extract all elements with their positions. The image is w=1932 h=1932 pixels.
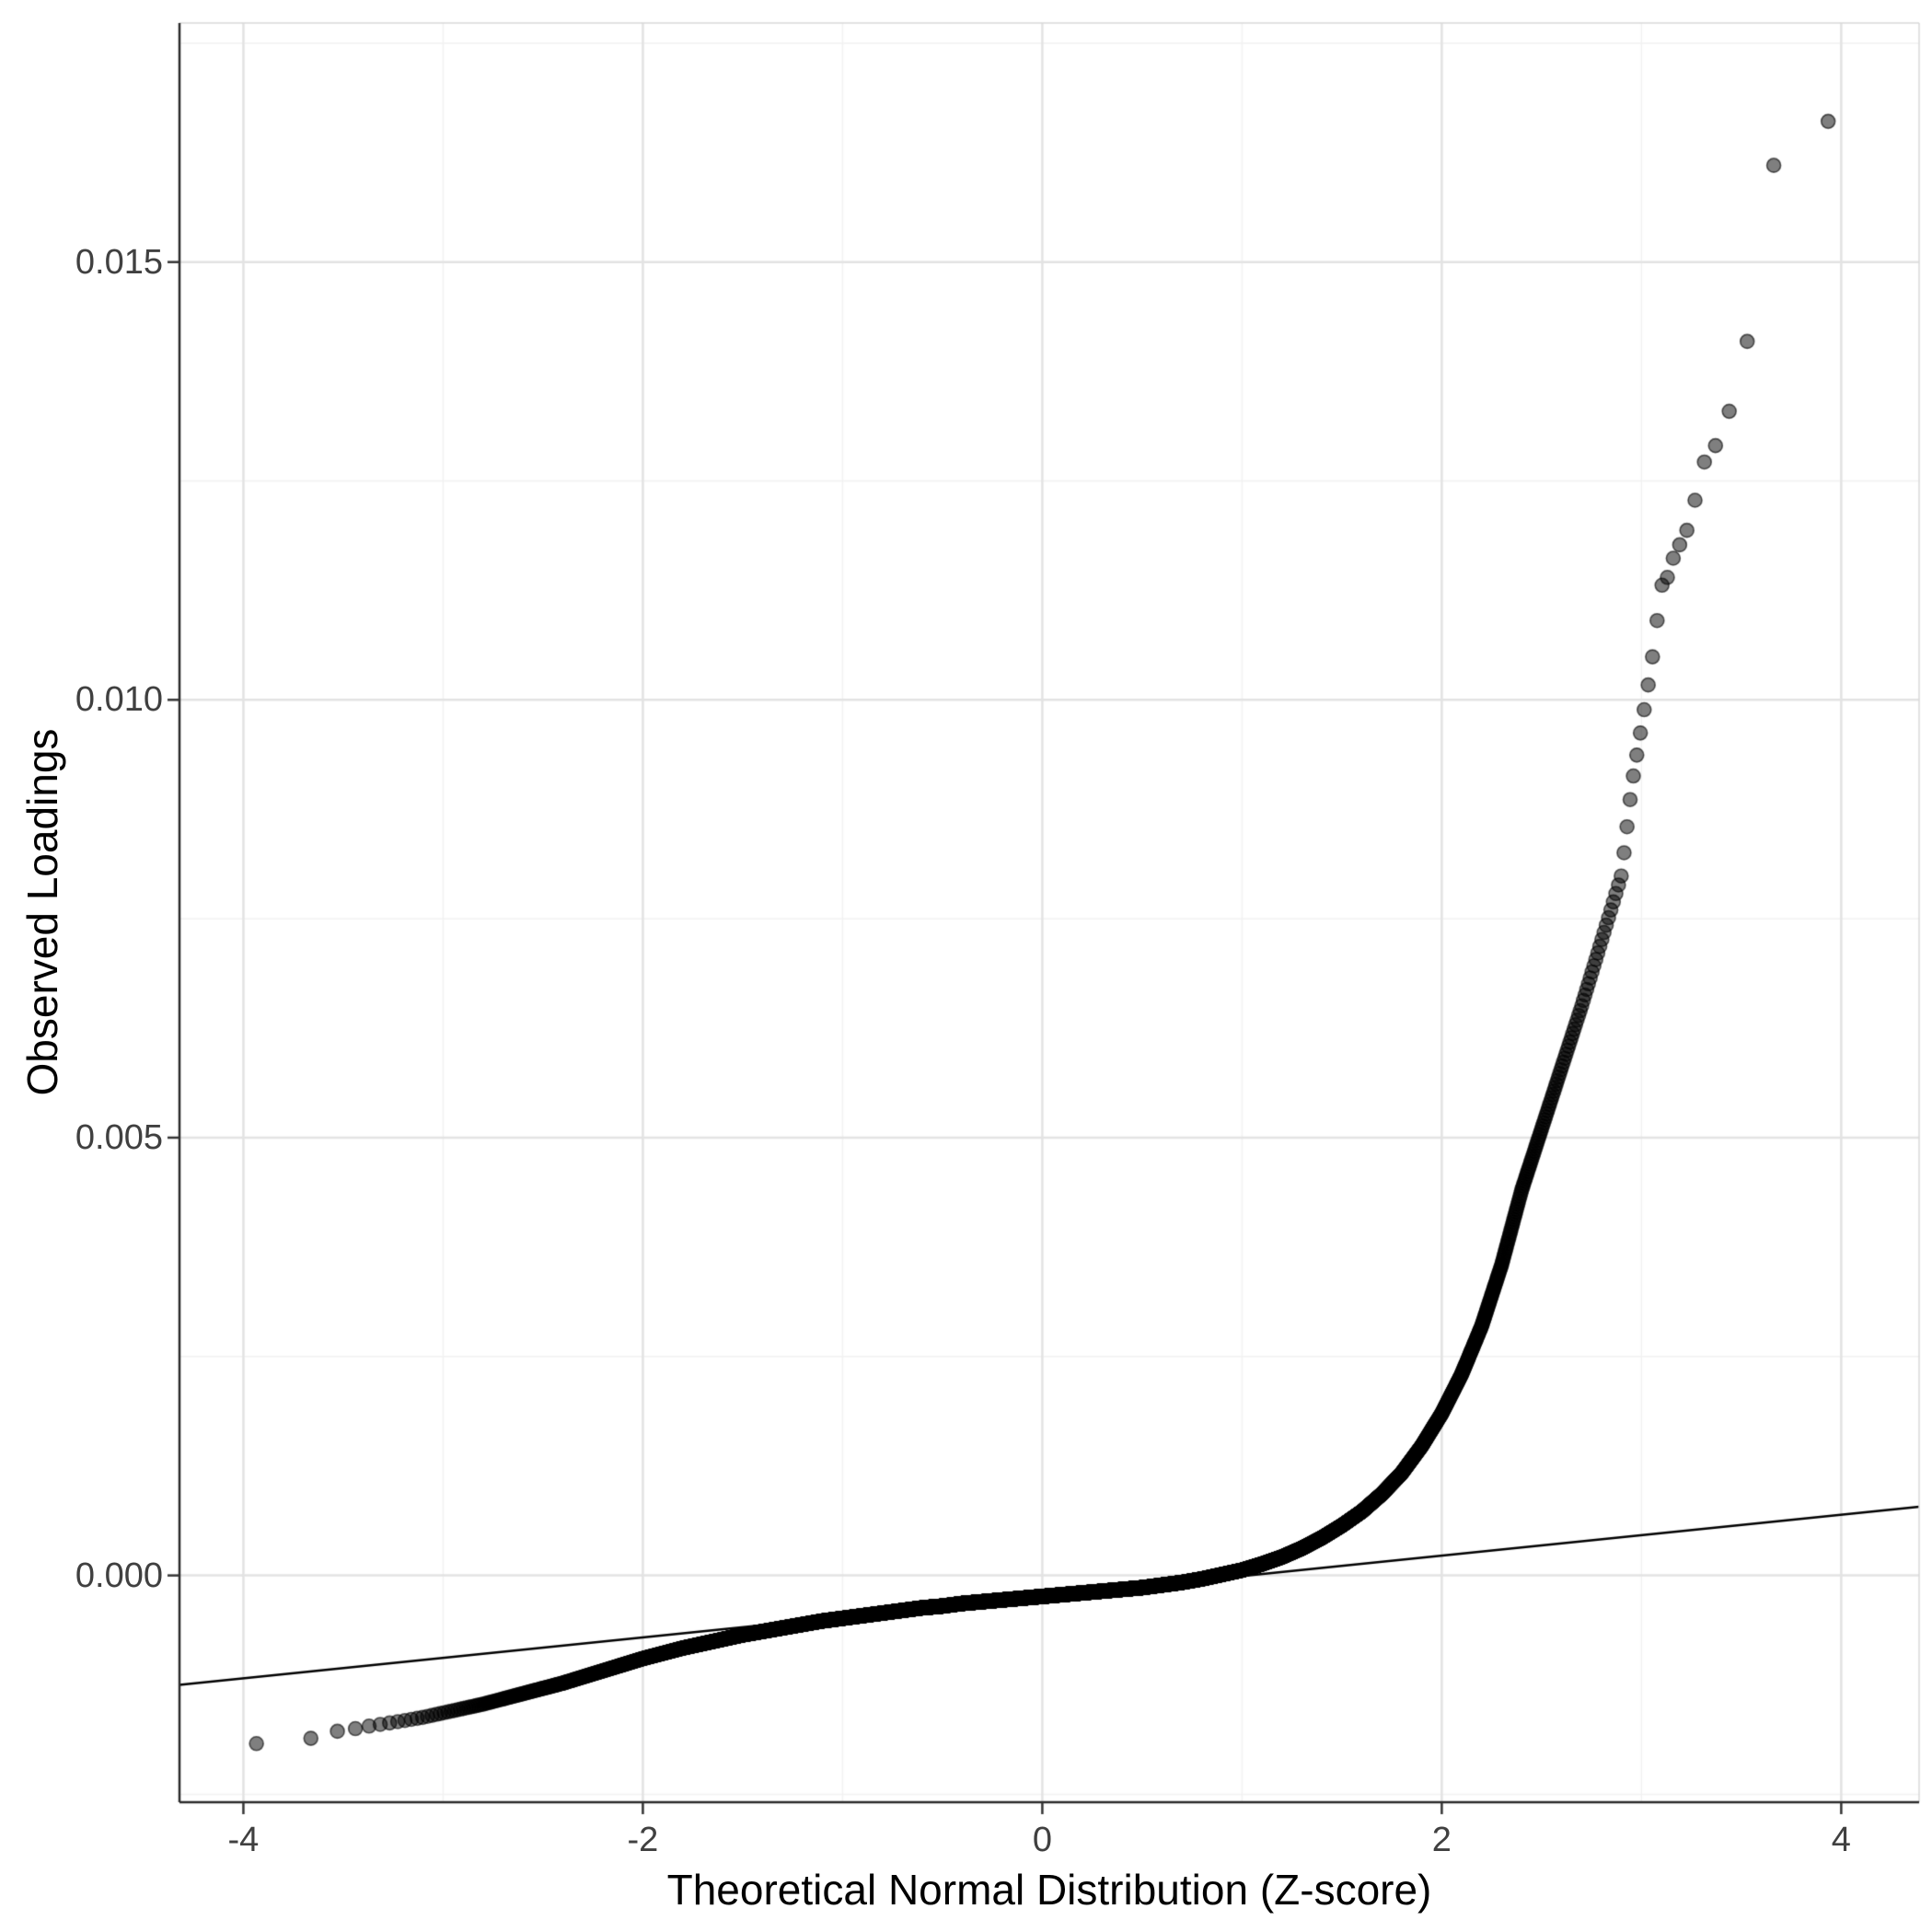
x-tick-label: -2 xyxy=(627,1821,659,1859)
x-tick-label: 2 xyxy=(1431,1821,1452,1859)
y-tick-label: 0.010 xyxy=(75,680,163,720)
x-tick-label: -4 xyxy=(227,1821,260,1859)
x-tick-label: 0 xyxy=(1032,1821,1052,1859)
x-tick-label: 4 xyxy=(1831,1821,1851,1859)
y-tick-label: 0.015 xyxy=(75,242,163,282)
y-tick-label: 0.005 xyxy=(75,1117,163,1157)
x-axis-title: Theoretical Normal Distribution (Z-score… xyxy=(666,1866,1432,1914)
y-tick-label: 0.000 xyxy=(75,1556,163,1595)
y-axis-title: Observed Loadings xyxy=(18,728,66,1096)
